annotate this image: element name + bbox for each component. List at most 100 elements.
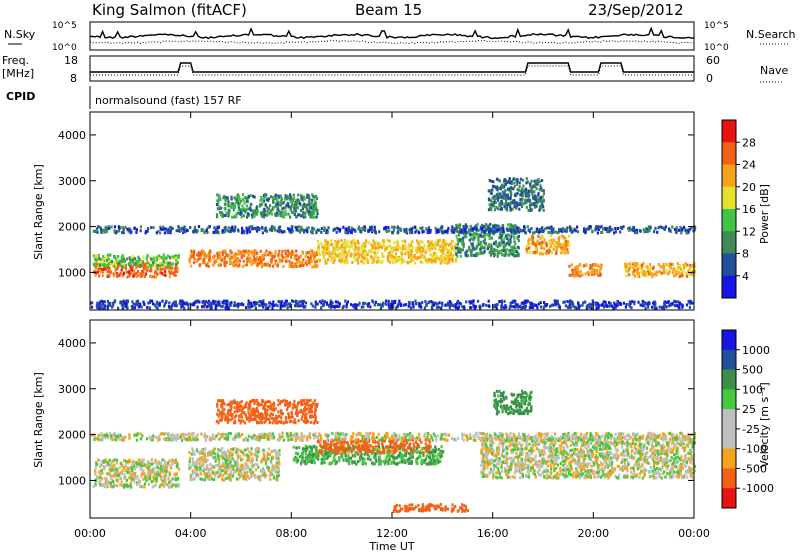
- power-cell: [647, 300, 650, 304]
- power-cell: [676, 262, 679, 265]
- velocity-cell: [202, 469, 205, 473]
- power-cell: [122, 231, 125, 235]
- power-cell: [277, 226, 280, 230]
- power-cell: [139, 260, 142, 264]
- power-cell: [451, 254, 454, 258]
- power-cell: [625, 274, 628, 277]
- power-cell: [425, 258, 428, 262]
- power-cell: [498, 236, 501, 240]
- velocity-cell: [129, 471, 132, 475]
- velocity-cell: [253, 452, 256, 456]
- power-cell: [509, 240, 512, 244]
- velocity-cell: [102, 465, 105, 468]
- power-cell: [189, 264, 193, 268]
- power-cell: [203, 302, 206, 306]
- velocity-cell: [277, 465, 280, 469]
- power-cell: [388, 260, 391, 264]
- power-cell: [234, 304, 237, 308]
- velocity-cell: [251, 474, 254, 478]
- power-cell: [542, 241, 545, 245]
- velocity-cell: [250, 452, 253, 456]
- power-cell: [560, 227, 563, 231]
- power-cell: [279, 211, 282, 215]
- power-cell: [245, 208, 248, 212]
- velocity-cell: [166, 483, 169, 487]
- power-cell: [92, 254, 95, 258]
- power-cell: [509, 238, 512, 242]
- power-cell: [535, 201, 538, 205]
- power-cell: [263, 252, 266, 256]
- velocity-cell: [169, 485, 172, 489]
- power-cell: [340, 252, 343, 256]
- power-cell: [530, 186, 534, 190]
- power-cell: [137, 301, 140, 305]
- power-cell: [163, 302, 166, 306]
- power-cell: [575, 229, 578, 233]
- power-cell: [256, 301, 259, 305]
- power-cell: [193, 300, 196, 304]
- power-cell: [506, 248, 509, 252]
- power-cell: [536, 182, 539, 186]
- power-cell: [231, 204, 234, 208]
- power-cell: [421, 230, 424, 234]
- power-cell: [505, 305, 508, 309]
- velocity-cell: [211, 471, 214, 475]
- power-cell: [161, 227, 164, 231]
- power-cell: [232, 304, 235, 308]
- power-cell: [507, 203, 510, 207]
- power-cell: [505, 193, 508, 197]
- power-cell: [488, 230, 491, 234]
- power-cell: [529, 205, 532, 209]
- power-cell: [153, 259, 156, 262]
- power-cell: [402, 303, 405, 307]
- power-cell: [314, 195, 318, 199]
- power-cell: [471, 227, 474, 231]
- power-cell: [156, 255, 159, 259]
- power-cell: [100, 306, 103, 310]
- power-cell: [495, 177, 499, 181]
- velocity-cell: [159, 470, 162, 474]
- power-cell: [162, 257, 165, 261]
- velocity-cell: [225, 465, 229, 469]
- velocity-cell: [116, 468, 119, 471]
- power-cell: [509, 188, 512, 192]
- velocity-cell: [174, 458, 177, 462]
- power-cell: [414, 225, 417, 229]
- velocity-cell: [176, 476, 179, 480]
- velocity-cell: [221, 446, 224, 450]
- power-cell: [529, 301, 532, 305]
- power-cell: [447, 301, 450, 305]
- power-cell: [393, 245, 396, 249]
- power-cell: [488, 179, 491, 182]
- velocity-cell: [146, 473, 149, 477]
- velocity-cell: [212, 478, 216, 482]
- power-cell: [166, 231, 169, 235]
- power-cell: [157, 229, 160, 233]
- power-cell: [316, 240, 319, 243]
- power-cell: [379, 245, 382, 248]
- power-cell: [144, 272, 148, 276]
- power-cell: [360, 230, 363, 234]
- power-cell: [366, 302, 369, 306]
- power-cell: [454, 260, 458, 264]
- power-cell: [678, 301, 681, 305]
- power-cell: [262, 263, 265, 267]
- power-cell: [518, 185, 521, 189]
- power-cell: [516, 226, 519, 230]
- power-cell: [491, 229, 494, 233]
- velocity-cell: [226, 468, 229, 472]
- power-cell: [234, 254, 237, 258]
- power-cell: [447, 255, 450, 258]
- power-cell: [234, 213, 237, 217]
- power-cell: [132, 274, 135, 278]
- power-cell: [272, 199, 275, 203]
- power-cell: [481, 223, 484, 227]
- power-cell: [209, 259, 212, 263]
- power-cell: [263, 303, 267, 307]
- power-cell: [417, 255, 420, 259]
- power-cell: [438, 248, 441, 252]
- power-cell: [435, 257, 438, 261]
- velocity-cell: [243, 453, 246, 457]
- power-cell: [357, 225, 360, 229]
- power-cell: [310, 230, 313, 234]
